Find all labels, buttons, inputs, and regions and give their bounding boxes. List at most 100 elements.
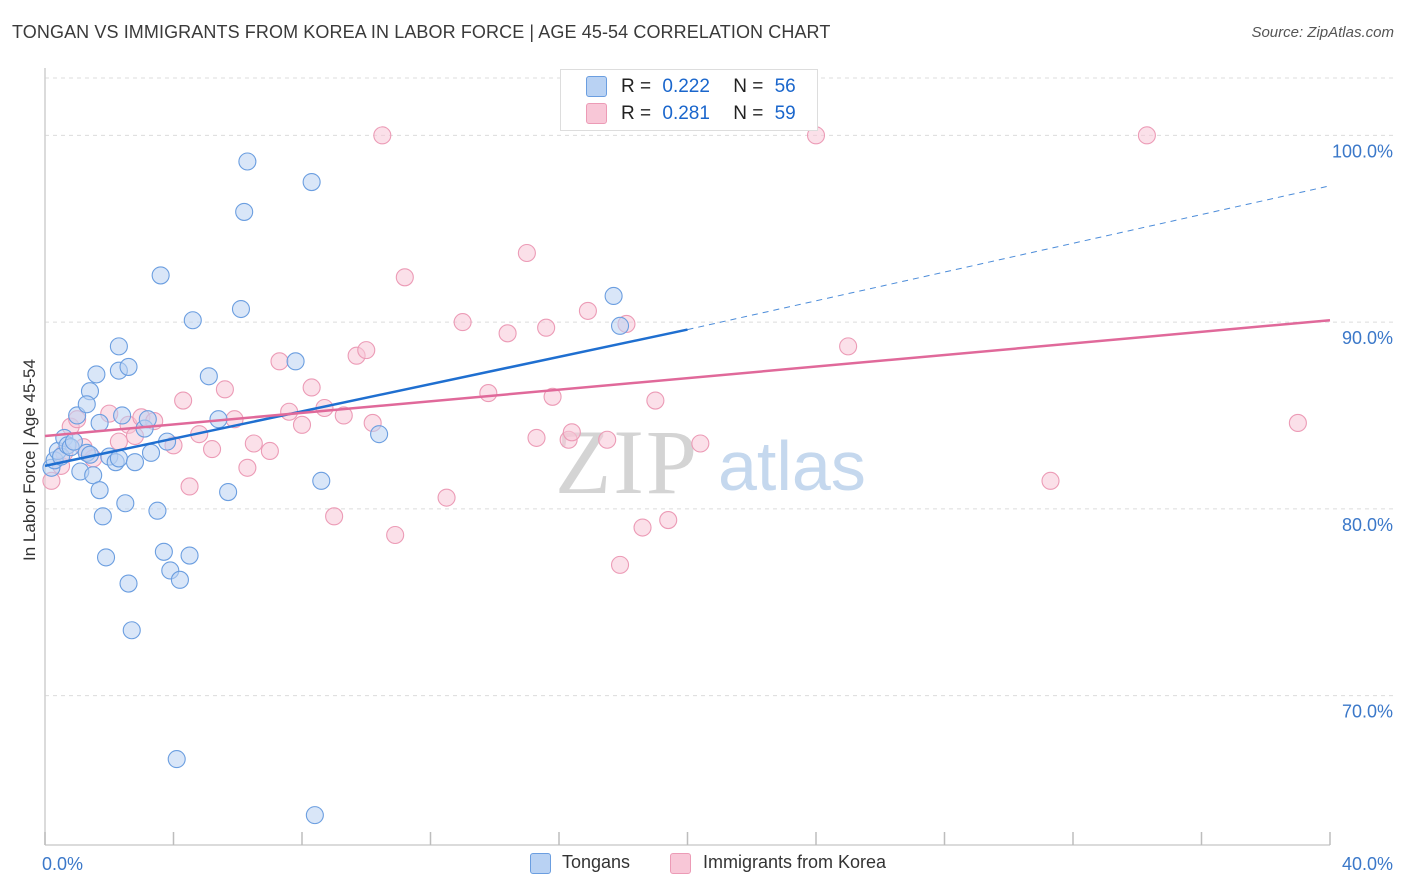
- korea-point: [646, 391, 665, 410]
- tongans-point: [141, 443, 161, 462]
- tongans-point: [119, 357, 138, 376]
- y-tick-label: 90.0%: [1342, 328, 1393, 348]
- tongans-point: [109, 337, 128, 356]
- tongans-point: [90, 481, 109, 500]
- korea-point: [174, 391, 193, 410]
- korea-point: [302, 378, 321, 397]
- korea-point: [453, 313, 472, 332]
- korea-point: [610, 555, 630, 574]
- korea-point: [537, 318, 556, 337]
- tongans-trend-extension: [687, 185, 1331, 331]
- tongans-point: [167, 750, 186, 769]
- tongans-point: [90, 413, 109, 433]
- tongans-point: [370, 425, 389, 444]
- chart-title: TONGAN VS IMMIGRANTS FROM KOREA IN LABOR…: [12, 22, 831, 42]
- korea-point: [203, 440, 222, 459]
- korea-point: [562, 423, 581, 442]
- korea-point: [437, 488, 456, 507]
- korea-point: [543, 387, 562, 406]
- n-label: N =: [733, 76, 764, 97]
- korea-point: [633, 518, 652, 537]
- korea-point: [238, 458, 257, 477]
- tongans-point: [64, 432, 83, 451]
- tongans-point: [604, 286, 623, 306]
- x-tick-label: 0.0%: [42, 854, 83, 874]
- y-tick-label: 100.0%: [1332, 141, 1393, 161]
- n-value: 59: [774, 103, 796, 124]
- tongans-point: [87, 365, 106, 384]
- korea-point: [180, 477, 199, 496]
- korea-point: [691, 434, 710, 453]
- korea-trend-line: [44, 318, 1331, 438]
- tongans-point: [238, 152, 257, 171]
- korea-point: [839, 337, 858, 356]
- tongans-trend-line: [44, 328, 688, 468]
- gridlines: [45, 77, 1395, 697]
- korea-point: [395, 268, 414, 287]
- korea-swatch: [670, 853, 691, 874]
- stats-legend: R = 0.222 N = 56 R = 0.281 N = 59: [560, 69, 818, 131]
- korea-point: [325, 507, 344, 526]
- watermark-atlas: atlas: [718, 427, 866, 505]
- n-value: 56: [774, 76, 796, 97]
- tongans-point: [122, 621, 141, 640]
- legend-label: Immigrants from Korea: [703, 852, 887, 872]
- tongans-point: [119, 574, 138, 593]
- y-axis-label: In Labor Force | Age 45-54: [20, 359, 39, 561]
- tongans-point: [77, 395, 96, 414]
- y-tick-label: 70.0%: [1342, 702, 1393, 722]
- trend-lines: [44, 185, 1331, 468]
- korea-point: [479, 384, 498, 403]
- korea-point: [659, 511, 678, 530]
- tongans-point: [113, 406, 132, 425]
- n-label: N =: [733, 103, 764, 124]
- tongans-swatch: [586, 76, 607, 97]
- korea-point: [215, 380, 234, 399]
- korea-point: [527, 428, 546, 447]
- tongans-points: [42, 152, 630, 825]
- tongans-point: [148, 501, 167, 520]
- korea-point: [334, 406, 353, 425]
- legend-item-korea: Immigrants from Korea: [670, 852, 887, 874]
- korea-point: [260, 441, 279, 461]
- tongans-point: [231, 299, 251, 319]
- r-value: 0.222: [662, 76, 710, 97]
- tongans-point: [610, 316, 630, 335]
- x-tick-label: 40.0%: [1342, 854, 1393, 874]
- korea-point: [1288, 413, 1307, 433]
- source-label: Source: ZipAtlas.com: [1251, 24, 1394, 41]
- korea-point: [1137, 126, 1156, 145]
- legend-item-tongans: Tongans: [530, 852, 631, 874]
- tongans-swatch: [530, 853, 551, 874]
- tongans-point: [312, 471, 331, 490]
- korea-point: [517, 243, 536, 263]
- korea-point: [373, 126, 392, 145]
- tongans-point: [180, 546, 199, 565]
- tongans-point: [183, 311, 202, 330]
- r-value: 0.281: [662, 103, 710, 124]
- tongans-point: [125, 453, 144, 472]
- korea-point: [1041, 471, 1060, 490]
- r-label: R =: [621, 103, 652, 124]
- korea-point: [270, 352, 289, 371]
- korea-point: [109, 432, 128, 451]
- r-label: R =: [621, 76, 652, 97]
- tongans-point: [84, 466, 103, 485]
- korea-point: [357, 341, 376, 360]
- korea-point: [578, 301, 597, 320]
- tongans-point: [96, 548, 116, 567]
- tongans-point: [93, 507, 112, 526]
- legend-label: Tongans: [562, 852, 631, 872]
- korea-point: [386, 525, 405, 545]
- tongans-point: [302, 172, 321, 192]
- tongans-point: [199, 367, 218, 386]
- tongans-point: [170, 570, 189, 589]
- watermark: ZIP atlas: [555, 411, 866, 513]
- tongans-point: [219, 482, 238, 502]
- tongans-point: [286, 352, 305, 371]
- y-tick-label: 80.0%: [1342, 515, 1393, 535]
- tongans-point: [235, 202, 254, 221]
- korea-swatch: [586, 103, 607, 124]
- korea-point: [244, 434, 263, 453]
